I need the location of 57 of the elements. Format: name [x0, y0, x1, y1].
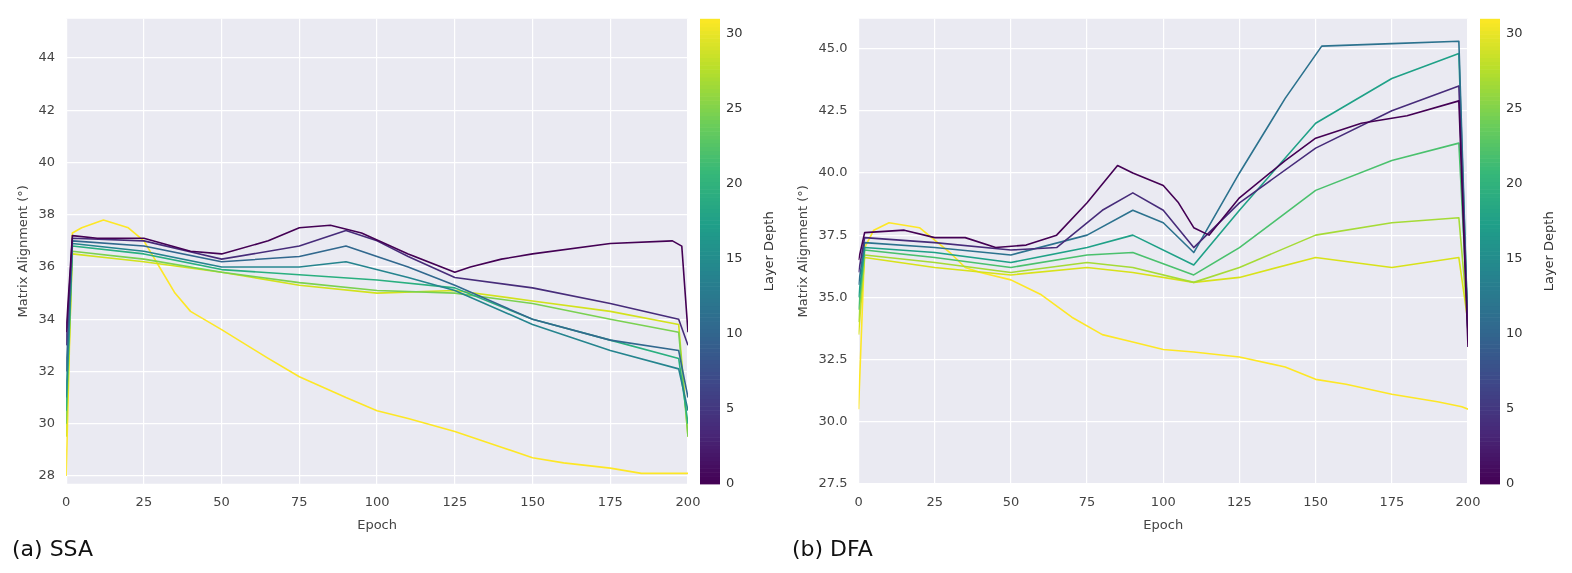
y-tick-label: 32: [38, 362, 56, 378]
y-tick-label: 36: [38, 258, 56, 274]
x-tick-label: 0: [62, 493, 71, 509]
y-tick-label: 40.0: [818, 164, 848, 180]
text: (a) SSA: [12, 535, 94, 561]
x-tick-label: 0: [854, 493, 863, 509]
x-axis-title: Epoch: [357, 516, 397, 532]
x-tick-label: 125: [1227, 493, 1252, 509]
y-tick-label: 35.0: [818, 288, 848, 304]
color-bar-label: 10: [726, 325, 743, 341]
x-tick-label: 50: [213, 493, 230, 509]
x-tick-label: 50: [1002, 493, 1020, 509]
y-tick-label: 28: [38, 467, 56, 483]
x-tick-label: 175: [597, 493, 623, 509]
color-bar-label: 0: [1506, 475, 1515, 491]
x-tick-label: 25: [135, 493, 153, 509]
color-bar-label: 0: [726, 475, 735, 491]
x-tick-label: 100: [364, 493, 390, 509]
y-tick-label: 44: [38, 49, 56, 65]
color-bar-title: Layer Depth: [761, 211, 777, 292]
x-tick-label: 175: [1379, 493, 1405, 509]
color-bar-label: 15: [1506, 250, 1523, 266]
x-axis-title: Epoch: [1143, 516, 1184, 532]
color-bar-title: Layer Depth: [1541, 211, 1557, 292]
x-tick-label: 25: [926, 493, 943, 509]
text: (b) DFA: [792, 535, 873, 561]
color-bar-label: 30: [726, 25, 743, 41]
y-tick-label: 27.5: [818, 475, 848, 491]
y-tick-label: 30: [38, 415, 56, 431]
color-bar-label: 5: [1506, 400, 1515, 416]
x-tick-label: 125: [442, 493, 468, 509]
y-tick-label: 38: [38, 206, 56, 222]
x-tick-label: 200: [675, 493, 701, 509]
x-tick-label: 75: [291, 493, 308, 509]
color-bar-label: 5: [726, 400, 735, 416]
x-tick-label: 75: [1078, 493, 1096, 509]
x-tick-label: 100: [1150, 493, 1176, 509]
y-tick-label: 32.5: [818, 350, 848, 366]
color-bar-label: 10: [1506, 325, 1523, 341]
x-tick-label: 150: [1303, 493, 1329, 509]
color-bar-label: 20: [1506, 175, 1523, 191]
x-tick-label: 150: [520, 493, 545, 509]
y-tick-label: 40: [38, 153, 56, 169]
y-tick-label: 42.5: [818, 102, 848, 118]
color-bar-label: 25: [726, 100, 743, 116]
color-bar-label: 30: [1506, 25, 1523, 41]
y-axis-title: Matrix Alignment (°): [15, 185, 31, 318]
color-bar-label: 25: [1506, 100, 1523, 116]
y-axis-title: Matrix Alignment (°): [795, 185, 811, 318]
y-tick-label: 45.0: [818, 40, 848, 56]
x-tick-label: 200: [1455, 493, 1481, 509]
y-tick-label: 42: [38, 101, 56, 117]
y-tick-label: 37.5: [818, 226, 848, 242]
color-bar-label: 20: [726, 175, 743, 191]
y-tick-label: 30.0: [818, 413, 848, 429]
color-bar-label: 15: [726, 250, 743, 266]
y-tick-label: 34: [38, 310, 56, 326]
